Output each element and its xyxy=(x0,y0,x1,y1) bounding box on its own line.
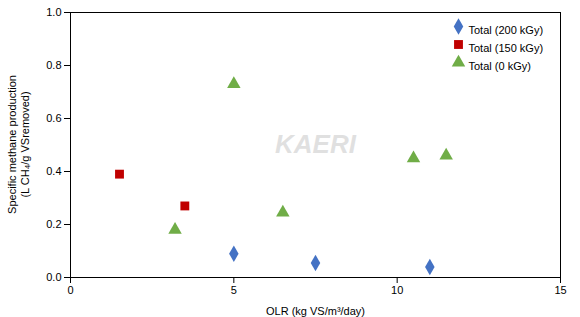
svg-text:1.0: 1.0 xyxy=(46,6,61,18)
svg-text:Total (0 kGy): Total (0 kGy) xyxy=(469,60,531,72)
svg-text:0.6: 0.6 xyxy=(46,112,61,124)
svg-text:0: 0 xyxy=(67,284,73,296)
svg-text:0.4: 0.4 xyxy=(46,165,61,177)
svg-text:0.8: 0.8 xyxy=(46,59,61,71)
svg-text:OLR (kg VS/m³/day): OLR (kg VS/m³/day) xyxy=(266,305,365,317)
svg-text:15: 15 xyxy=(554,284,566,296)
svg-text:KAERI: KAERI xyxy=(275,129,357,159)
svg-text:5: 5 xyxy=(231,284,237,296)
svg-text:0.2: 0.2 xyxy=(46,218,61,230)
svg-text:Specific methane production(L: Specific methane production(L CH₄/g VSre… xyxy=(6,75,31,214)
svg-text:Total (200 kGy): Total (200 kGy) xyxy=(469,24,544,36)
svg-text:10: 10 xyxy=(391,284,403,296)
svg-text:Total (150 kGy): Total (150 kGy) xyxy=(469,42,544,54)
svg-text:0.0: 0.0 xyxy=(46,271,61,283)
